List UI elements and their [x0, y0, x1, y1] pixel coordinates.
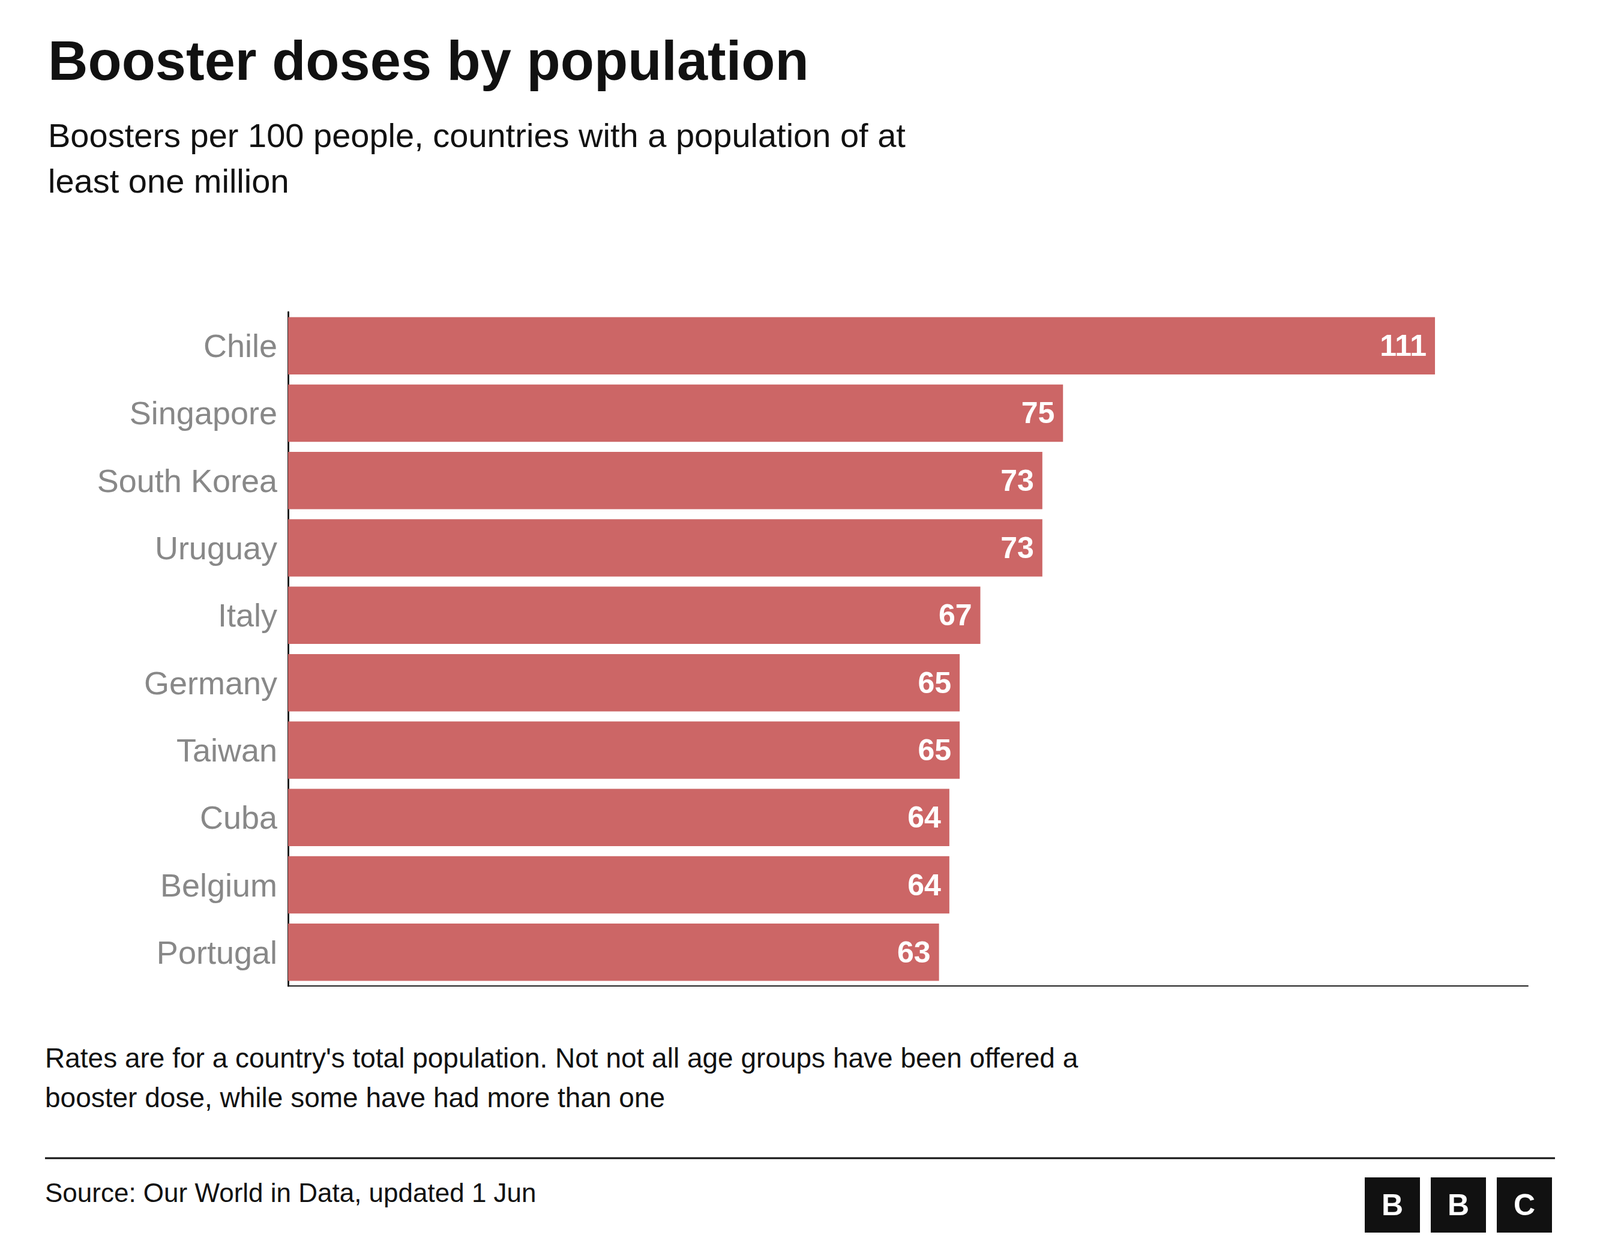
svg-text:67: 67 [938, 598, 973, 632]
svg-text:75: 75 [1021, 396, 1056, 430]
svg-text:booster dose, while some have: booster dose, while some have had more t… [45, 1082, 665, 1114]
svg-text:Germany: Germany [144, 664, 278, 701]
svg-text:Taiwan: Taiwan [176, 732, 278, 769]
svg-text:least one million: least one million [48, 162, 290, 200]
svg-text:Booster doses by population: Booster doses by population [48, 30, 810, 92]
svg-text:C: C [1513, 1188, 1536, 1222]
svg-text:111: 111 [1379, 328, 1427, 363]
svg-text:South Korea: South Korea [97, 462, 278, 499]
svg-text:B: B [1447, 1188, 1470, 1222]
svg-text:Belgium: Belgium [160, 867, 278, 904]
svg-text:Source: Our World in Data, upd: Source: Our World in Data, updated 1 Jun [45, 1178, 537, 1208]
svg-text:65: 65 [917, 733, 952, 767]
svg-text:Rates are for a country's tota: Rates are for a country's total populati… [45, 1042, 1079, 1074]
svg-text:73: 73 [1000, 531, 1035, 565]
svg-text:Chile: Chile [203, 327, 278, 364]
svg-text:64: 64 [907, 800, 942, 835]
svg-text:Boosters per 100 people, count: Boosters per 100 people, countries with … [48, 116, 906, 155]
svg-text:63: 63 [897, 935, 931, 970]
svg-text:64: 64 [907, 868, 942, 903]
svg-text:65: 65 [917, 666, 952, 700]
svg-text:Singapore: Singapore [129, 394, 278, 431]
svg-text:Uruguay: Uruguay [154, 529, 278, 566]
svg-text:Cuba: Cuba [199, 799, 278, 836]
svg-text:Portugal: Portugal [156, 934, 278, 971]
svg-text:Italy: Italy [217, 597, 278, 634]
svg-text:B: B [1381, 1188, 1404, 1222]
svg-text:73: 73 [1000, 463, 1035, 498]
